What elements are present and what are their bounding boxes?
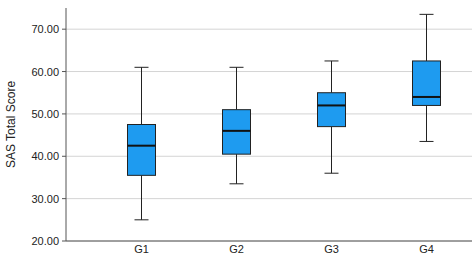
y-tick <box>62 113 66 114</box>
x-tick-label: G2 <box>229 243 244 255</box>
y-tick-label: 20.00 <box>31 235 59 247</box>
y-tick-label: 30.00 <box>31 193 59 205</box>
y-tick <box>62 29 66 30</box>
x-tick-label: G3 <box>324 243 339 255</box>
grid-line <box>66 198 472 199</box>
x-axis <box>66 241 472 242</box>
max-cap <box>230 67 244 68</box>
chart-container: 20.00 30.00 40.00 50.00 60.00 70.00 SAS Total … <box>0 0 474 257</box>
upper-whisker <box>236 67 237 109</box>
y-tick <box>62 198 66 199</box>
min-cap <box>325 173 339 174</box>
box <box>318 93 346 127</box>
y-tick-label: 70.00 <box>31 23 59 35</box>
box <box>413 61 441 105</box>
x-tick-label: G1 <box>134 243 149 255</box>
min-cap <box>230 183 244 184</box>
lower-whisker <box>236 154 237 184</box>
upper-whisker <box>141 67 142 124</box>
y-tick-label: 40.00 <box>31 150 59 162</box>
y-tick <box>62 241 66 242</box>
grid-line <box>66 113 472 114</box>
median <box>128 145 156 147</box>
box <box>128 125 156 176</box>
boxes <box>128 14 441 219</box>
y-tick <box>62 71 66 72</box>
x-tick-label: G4 <box>419 243 434 255</box>
y-axis-title: SAS Total Score <box>4 81 18 168</box>
y-axis <box>66 8 67 241</box>
grid-line <box>66 71 472 72</box>
max-cap <box>135 67 149 68</box>
median <box>223 130 251 132</box>
lower-whisker <box>426 105 427 141</box>
upper-whisker <box>331 61 332 93</box>
grid-line <box>66 156 472 157</box>
grid-line <box>66 29 472 30</box>
y-tick-label: 60.00 <box>31 66 59 78</box>
median <box>318 104 346 106</box>
median <box>413 96 441 98</box>
lower-whisker <box>331 127 332 174</box>
min-cap <box>420 141 434 142</box>
chart: 20.00 30.00 40.00 50.00 60.00 70.00 SAS Total … <box>0 0 474 257</box>
max-cap <box>325 60 339 61</box>
y-tick <box>62 156 66 157</box>
max-cap <box>420 14 434 15</box>
upper-whisker <box>426 14 427 61</box>
lower-whisker <box>141 175 142 219</box>
box <box>223 110 251 154</box>
y-tick-label: 50.00 <box>31 108 59 120</box>
min-cap <box>135 219 149 220</box>
grid-line <box>66 241 472 242</box>
